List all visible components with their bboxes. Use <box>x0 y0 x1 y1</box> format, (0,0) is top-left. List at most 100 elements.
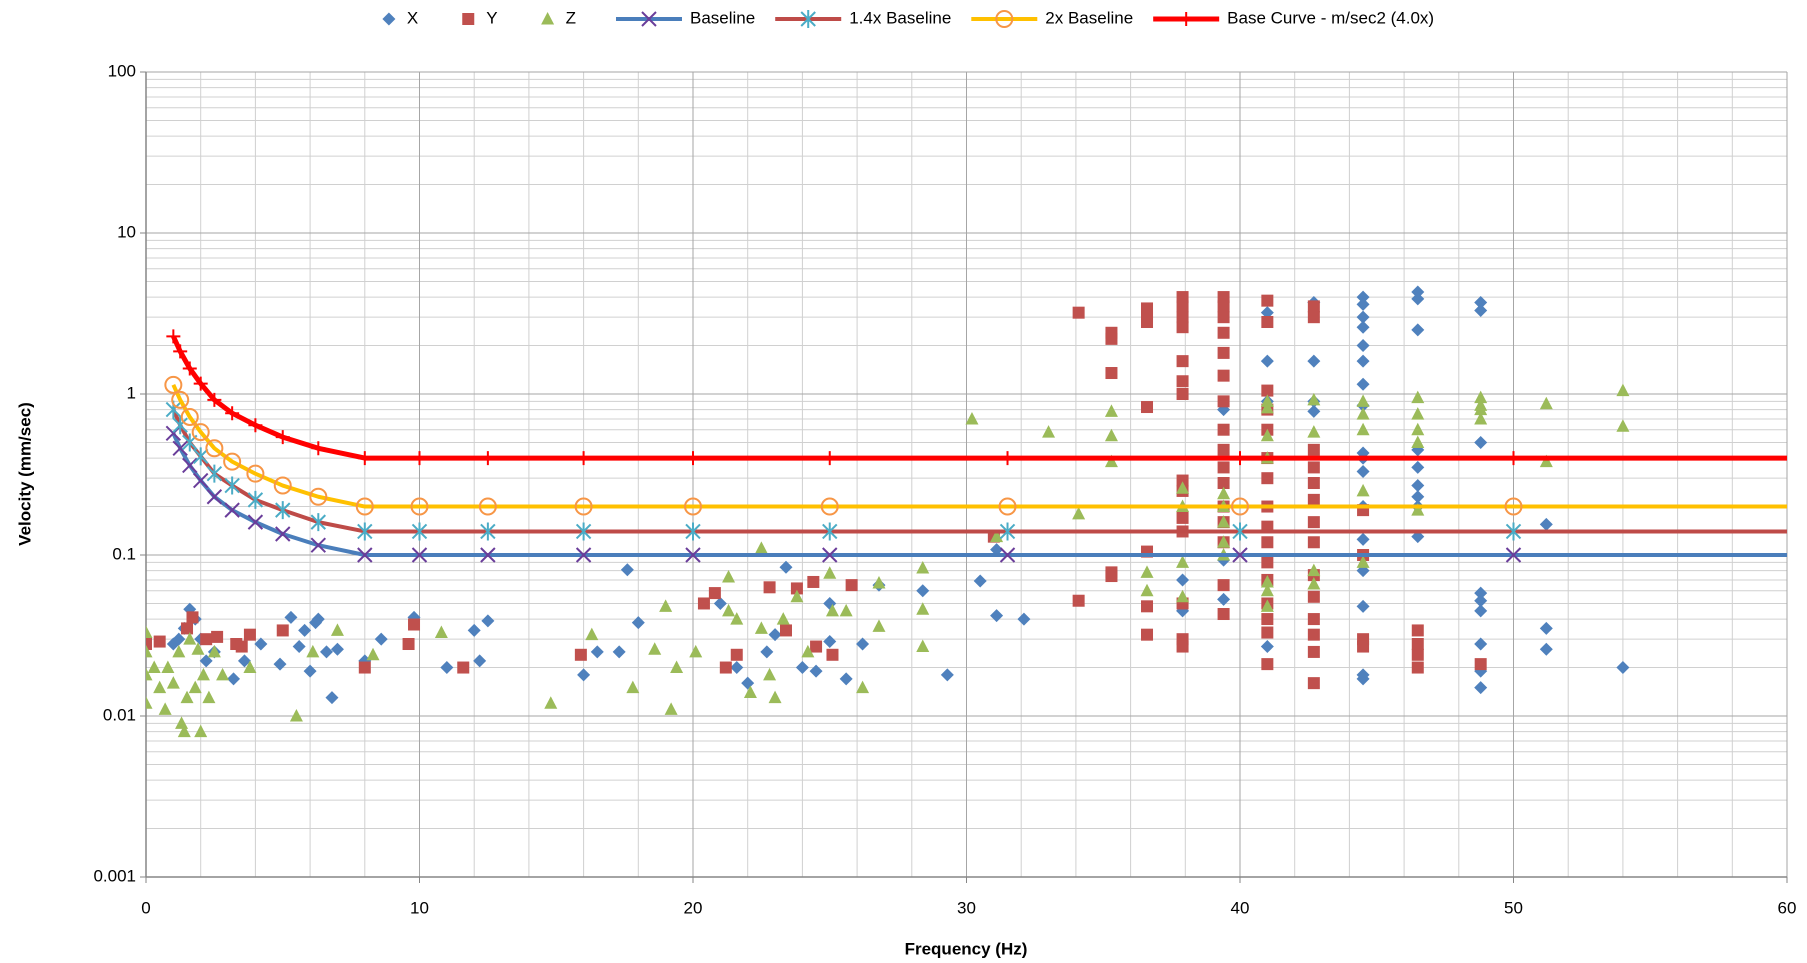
plus-marker <box>173 344 188 359</box>
triangle-marker <box>1217 535 1231 548</box>
triangle-marker <box>763 667 777 681</box>
square-marker <box>708 587 721 600</box>
legend: X Y Z Baseline 1.4x Baseline 2x Baseline Base … <box>382 8 1434 28</box>
legend-label: 1.4x Baseline <box>849 8 951 27</box>
square-marker <box>1411 661 1424 674</box>
triangle-marker <box>146 625 153 639</box>
triangle-marker <box>1307 577 1321 590</box>
legend-item: Z <box>541 8 576 27</box>
diamond-marker <box>467 623 481 637</box>
triangle-marker <box>146 696 153 709</box>
plus-marker <box>225 406 240 421</box>
triangle-marker <box>1217 486 1231 500</box>
asterisk-marker <box>800 10 816 28</box>
square-marker <box>200 633 213 646</box>
square-marker <box>186 611 199 624</box>
triangle-marker <box>183 632 197 645</box>
asterisk-marker <box>685 522 701 541</box>
triangle-marker <box>1176 555 1190 568</box>
triangle-marker <box>659 599 673 612</box>
square-marker <box>1217 461 1230 474</box>
diamond-marker <box>823 635 837 649</box>
diamond-marker <box>1260 306 1274 320</box>
triangle-marker <box>177 724 191 738</box>
plus-marker <box>1179 12 1194 26</box>
square-marker <box>1176 321 1189 334</box>
circle-marker <box>171 390 190 409</box>
x-marker <box>357 547 373 563</box>
x-tick-label: 50 <box>1504 898 1523 917</box>
square-marker <box>1217 326 1230 339</box>
triangle-marker <box>1072 506 1086 520</box>
square-marker <box>1217 311 1230 324</box>
diamond-marker <box>237 654 251 668</box>
asterisk-marker <box>206 464 223 483</box>
diamond-marker <box>809 664 823 678</box>
square-marker <box>807 575 820 588</box>
diamond-marker <box>768 628 782 642</box>
diamond-marker <box>1411 490 1425 504</box>
square-marker <box>1261 472 1274 485</box>
square-marker <box>1141 316 1154 329</box>
diamond-marker <box>730 661 744 675</box>
asterisk-marker <box>999 522 1016 541</box>
triangle-marker <box>146 667 153 681</box>
triangle-marker <box>153 680 167 694</box>
y-tick-label: 100 <box>108 61 136 80</box>
triangle-marker <box>1616 419 1630 432</box>
series-line <box>171 408 1787 534</box>
triangle-marker <box>1307 425 1321 438</box>
triangle-marker <box>722 570 736 583</box>
square-marker <box>697 597 710 610</box>
diamond-marker <box>1260 354 1274 368</box>
square-marker <box>1217 443 1230 456</box>
diamond-marker <box>320 645 334 659</box>
triangle-marker <box>1260 400 1274 414</box>
triangle-marker <box>541 12 555 25</box>
square-marker <box>1307 536 1320 549</box>
diamond-marker <box>1260 640 1274 654</box>
plus-marker <box>207 392 222 407</box>
x-tick-label: 60 <box>1778 898 1797 917</box>
triangle-marker <box>196 667 210 681</box>
plus-marker <box>686 451 700 466</box>
series-line <box>171 384 1787 509</box>
triangle-marker <box>146 644 153 658</box>
plus-marker <box>1000 451 1015 466</box>
x-marker <box>275 526 291 542</box>
square-marker <box>408 618 421 631</box>
triangle-marker <box>743 685 757 698</box>
plus-marker <box>311 441 326 456</box>
legend-label: 2x Baseline <box>1045 8 1133 27</box>
square-marker <box>181 622 194 635</box>
legend-item: Baseline <box>615 8 755 27</box>
diamond-marker <box>382 12 396 26</box>
diamond-marker <box>1474 637 1488 651</box>
triangle-marker <box>872 576 886 589</box>
circle-marker <box>205 439 224 458</box>
asterisk-marker <box>1505 522 1522 541</box>
square-marker <box>1307 645 1320 658</box>
y-tick-label: 1 <box>127 383 136 402</box>
legend-label: Z <box>566 8 576 27</box>
diamond-marker <box>440 661 454 675</box>
square-marker <box>1176 355 1189 368</box>
square-marker <box>574 648 587 661</box>
triangle-marker <box>916 639 930 653</box>
legend-item: 1.4x Baseline <box>775 8 951 28</box>
square-marker <box>276 624 289 637</box>
x-marker <box>310 537 327 553</box>
diamond-marker <box>1307 404 1321 418</box>
square-marker <box>1141 401 1154 414</box>
triangle-marker <box>648 642 662 655</box>
square-marker <box>810 640 823 653</box>
diamond-marker <box>227 672 241 686</box>
diamond-marker <box>1356 297 1370 311</box>
square-marker <box>1217 608 1230 621</box>
diamond-marker <box>1474 586 1488 600</box>
triangle-marker <box>856 680 870 694</box>
triangle-marker <box>776 612 790 625</box>
triangle-marker <box>1474 390 1488 404</box>
square-marker <box>1261 658 1274 671</box>
diamond-marker <box>990 609 1004 623</box>
